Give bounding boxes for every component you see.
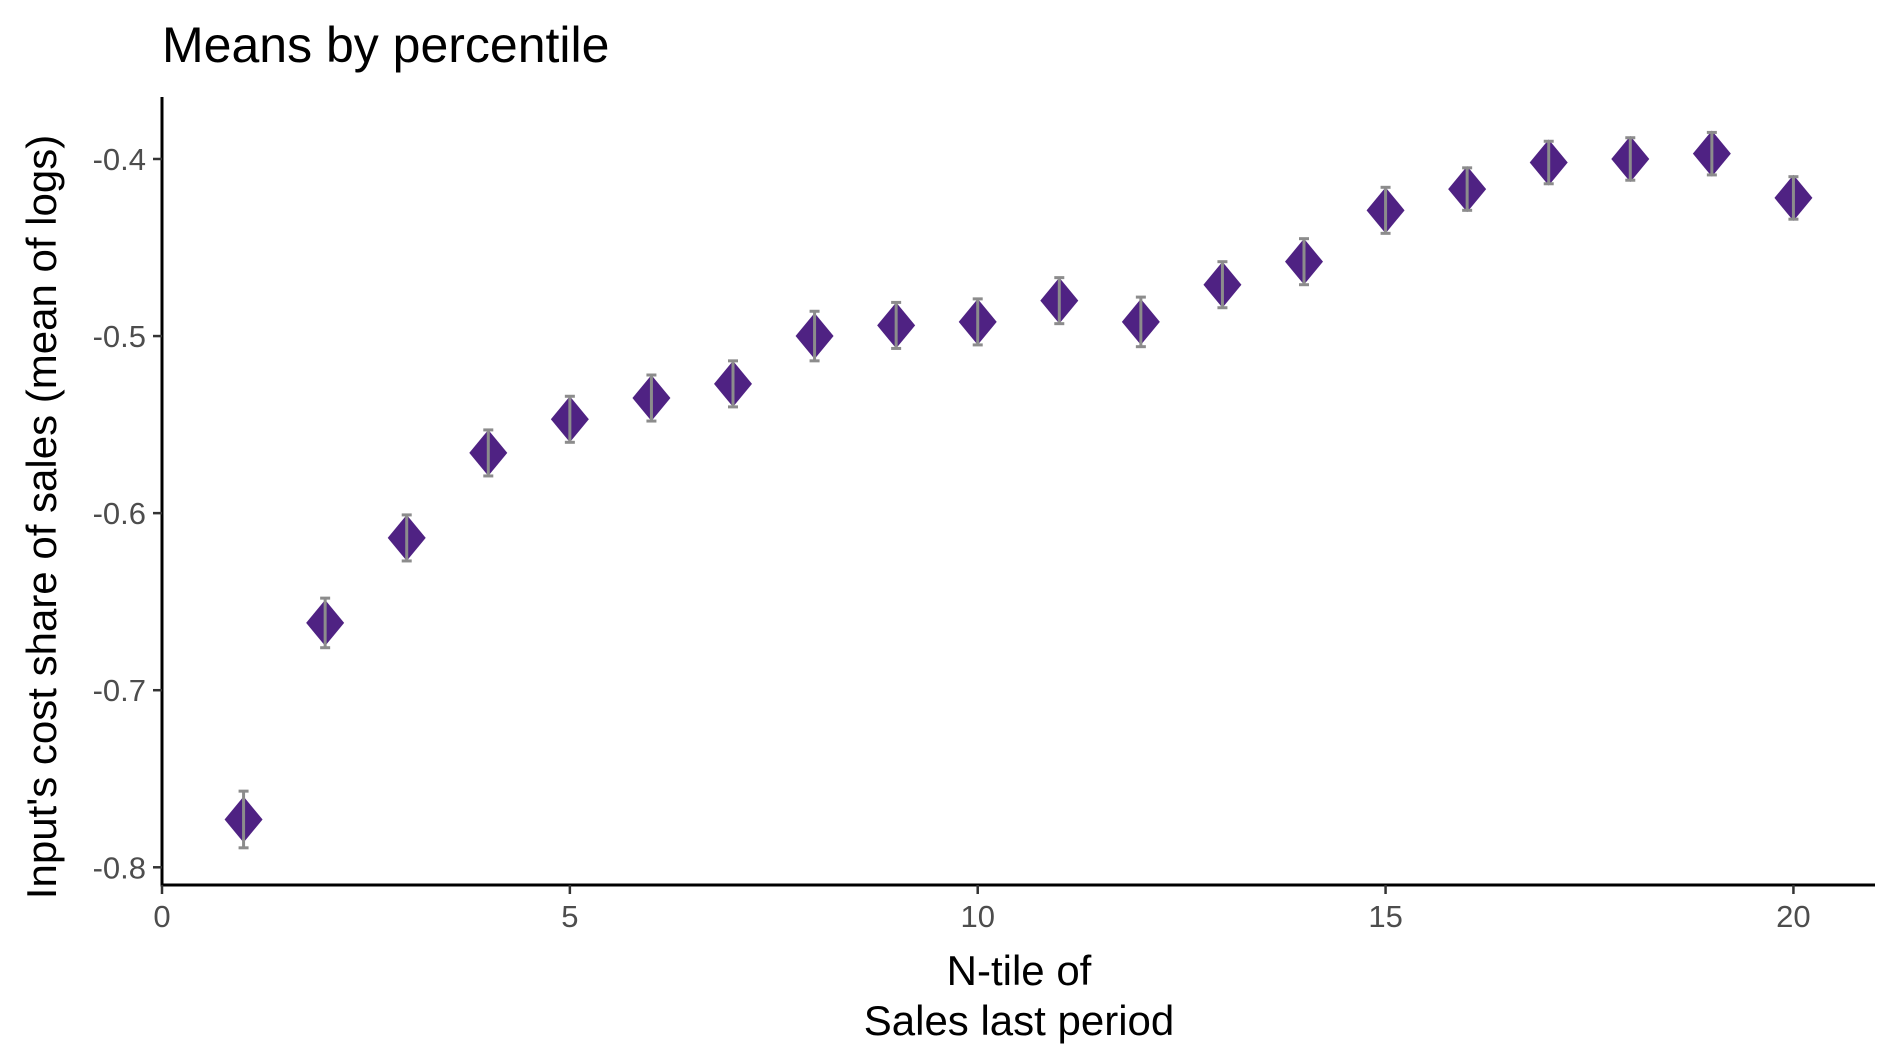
- y-axis-title-group: Input's cost share of sales (mean of log…: [18, 135, 65, 899]
- y-tick-label: -0.5: [93, 319, 146, 354]
- data-point: [306, 598, 344, 648]
- data-point: [225, 791, 263, 848]
- y-tick-label: -0.6: [93, 496, 146, 531]
- x-tick-label: 0: [153, 899, 170, 934]
- ticks: -0.8 -0.7 -0.6 -0.5 -0.4 0 5 10 15 20: [93, 142, 1811, 934]
- x-tick-label: 20: [1776, 899, 1810, 934]
- data-point: [877, 302, 915, 348]
- data-point: [1448, 166, 1486, 212]
- data-point: [632, 375, 670, 421]
- y-tick-label: -0.8: [93, 850, 146, 885]
- data-point: [388, 515, 426, 561]
- data-point: [1774, 175, 1812, 221]
- y-tick-label: -0.7: [93, 673, 146, 708]
- x-axis-title-line-2: Sales last period: [864, 997, 1175, 1044]
- data-point: [1040, 278, 1078, 324]
- axes: [161, 97, 1876, 887]
- data-point: [1530, 140, 1568, 186]
- data-point: [959, 299, 997, 345]
- data-point: [1611, 136, 1649, 182]
- data-points: [225, 131, 1813, 848]
- x-axis-title-line-1: N-tile of: [947, 947, 1092, 994]
- data-point: [1122, 297, 1160, 347]
- x-tick-label: 10: [960, 899, 994, 934]
- data-point: [1285, 239, 1323, 285]
- y-axis-title: Input's cost share of sales (mean of log…: [18, 135, 65, 899]
- data-point: [1203, 262, 1241, 308]
- chart-title: Means by percentile: [162, 17, 609, 73]
- data-point: [796, 311, 834, 361]
- data-point: [714, 361, 752, 407]
- x-tick-label: 5: [561, 899, 578, 934]
- y-tick-label: -0.4: [93, 142, 146, 177]
- x-tick-label: 15: [1368, 899, 1402, 934]
- data-point: [1367, 187, 1405, 233]
- data-point: [551, 396, 589, 442]
- data-point: [469, 430, 507, 476]
- data-point: [1693, 131, 1731, 177]
